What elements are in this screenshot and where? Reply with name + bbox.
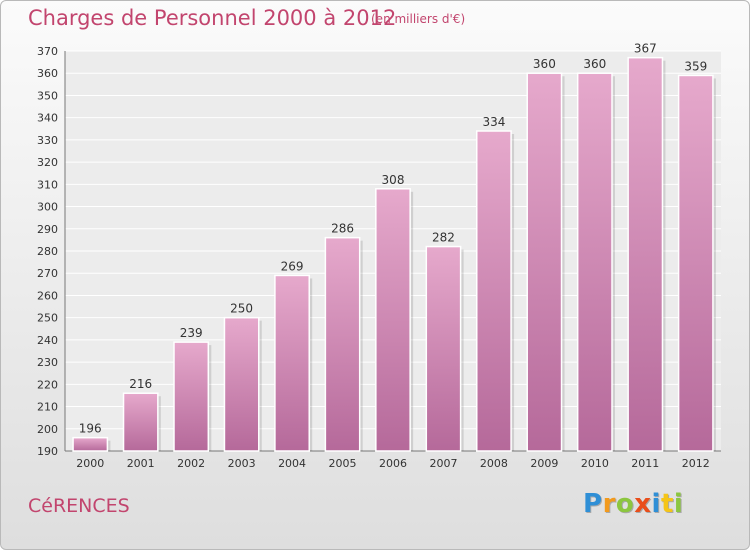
commune-name: CéRENCES — [28, 495, 130, 517]
y-tick-label: 340 — [37, 112, 58, 125]
y-tick-label: 260 — [37, 289, 58, 302]
bar — [324, 236, 361, 452]
data-label: 250 — [230, 302, 253, 316]
data-label: 360 — [583, 57, 606, 71]
bar — [425, 245, 462, 452]
chart-title: Charges de Personnel 2000 à 2012 — [28, 6, 397, 30]
logo-letter: P — [583, 489, 603, 519]
y-tick-label: 370 — [37, 45, 58, 58]
x-tick-label: 2011 — [631, 457, 659, 470]
proxiti-logo[interactable]: Proxiti — [583, 489, 683, 519]
y-tick-label: 220 — [37, 378, 58, 391]
y-tick-label: 270 — [37, 267, 58, 280]
data-label: 359 — [684, 59, 707, 73]
y-tick-label: 300 — [37, 201, 58, 214]
x-tick-label: 2009 — [530, 457, 558, 470]
data-label: 196 — [79, 422, 102, 436]
chart-subtitle: (en milliers d'€) — [371, 12, 466, 26]
bar — [274, 274, 310, 452]
x-tick-label: 2010 — [581, 457, 609, 470]
y-tick-label: 230 — [37, 356, 58, 369]
logo-letter: x — [634, 489, 652, 519]
x-tick-label: 2002 — [177, 457, 205, 470]
y-tick-label: 250 — [37, 312, 58, 325]
y-tick-label: 320 — [37, 156, 58, 169]
bar — [375, 188, 411, 452]
data-label: 308 — [382, 173, 405, 187]
y-tick-label: 310 — [37, 178, 58, 191]
y-tick-label: 190 — [37, 445, 58, 458]
x-tick-label: 2004 — [278, 457, 306, 470]
logo-letter: i — [673, 489, 684, 519]
data-label: 360 — [533, 57, 556, 71]
data-label: 367 — [634, 42, 657, 56]
bar — [173, 341, 210, 452]
bar — [122, 392, 159, 452]
logo-letter: i — [651, 489, 661, 519]
data-label: 216 — [129, 377, 152, 391]
bar — [72, 436, 109, 452]
bar — [476, 130, 512, 452]
data-label: 334 — [482, 115, 505, 129]
y-tick-label: 360 — [37, 67, 58, 80]
y-tick-label: 280 — [37, 245, 58, 258]
x-tick-label: 2001 — [127, 457, 155, 470]
bar — [223, 316, 260, 452]
data-label: 282 — [432, 231, 455, 245]
x-tick-label: 2005 — [329, 457, 357, 470]
logo-letter: t — [660, 489, 674, 519]
bar — [526, 72, 563, 452]
y-tick-label: 210 — [37, 401, 58, 414]
bar — [677, 74, 714, 452]
y-tick-label: 330 — [37, 134, 58, 147]
y-tick-label: 200 — [37, 423, 58, 436]
data-label: 269 — [281, 259, 304, 273]
x-tick-label: 2000 — [76, 457, 104, 470]
y-tick-label: 240 — [37, 334, 58, 347]
x-tick-label: 2007 — [429, 457, 457, 470]
x-tick-label: 2003 — [228, 457, 256, 470]
x-tick-label: 2012 — [682, 457, 710, 470]
bar — [627, 56, 664, 452]
y-tick-label: 350 — [37, 89, 58, 102]
data-label: 239 — [180, 326, 203, 340]
logo-letter: o — [615, 489, 635, 519]
y-tick-label: 290 — [37, 223, 58, 236]
data-label: 286 — [331, 222, 354, 236]
x-tick-label: 2006 — [379, 457, 407, 470]
bar — [576, 72, 613, 452]
x-tick-label: 2008 — [480, 457, 508, 470]
logo-letter: r — [602, 489, 616, 519]
